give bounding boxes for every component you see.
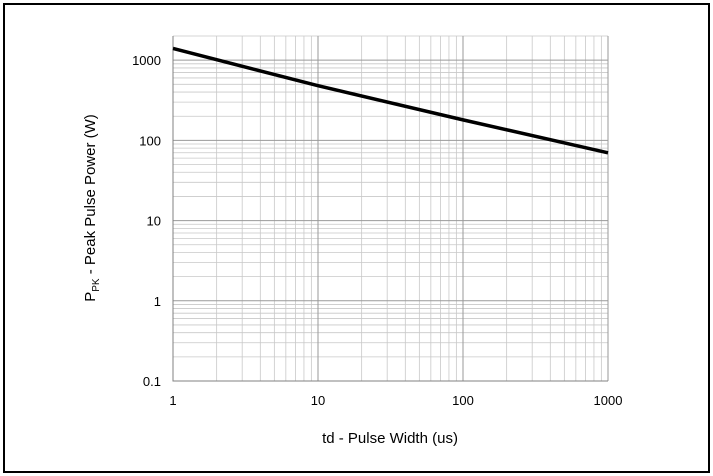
x-tick-labels: 1 10 100 1000 [169,393,622,408]
x-tick-label: 100 [452,393,474,408]
y-tick-label: 1000 [132,53,161,68]
plot-area [173,36,608,381]
y-tick-label: 1 [154,294,161,309]
y-axis-title-subscript: PK [91,278,102,292]
y-axis-title: PPK - Peak Pulse Power (W) [82,114,102,302]
x-tick-label: 1000 [594,393,623,408]
y-axis-title-suffix: - Peak Pulse Power (W) [82,114,99,278]
y-axis-title-prefix: P [82,292,99,302]
y-tick-label: 100 [139,133,161,148]
axis-lines [172,36,608,382]
x-tick-label: 1 [169,393,176,408]
x-axis-title: td - Pulse Width (us) [322,430,458,447]
series-line-1 [172,46,609,155]
y-tick-labels: 0.1 1 10 100 1000 [132,53,161,389]
x-tick-label: 10 [311,393,325,408]
y-tick-label: 10 [147,214,161,229]
minor-gridlines [173,35,608,381]
series-group [172,46,609,155]
y-tick-label: 0.1 [143,374,161,389]
